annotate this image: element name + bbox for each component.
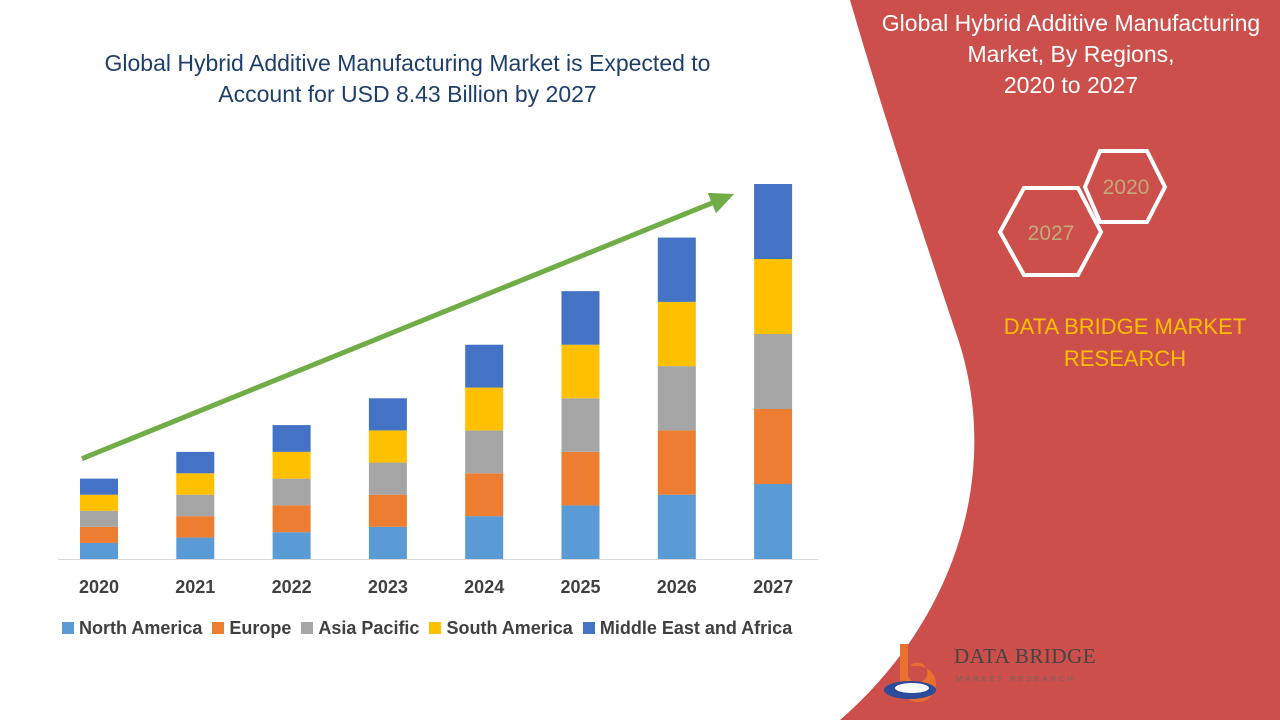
bar-segment-2025-middle-east-and-africa xyxy=(561,291,600,345)
legend-item-middle-east-and-africa: Middle East and Africa xyxy=(582,617,793,639)
stacked-bar-chart: 2020 2021 2022 2023 2024 2025 2026 2027 xyxy=(58,184,818,597)
bar-segment-2020-north-america xyxy=(80,542,118,559)
legend-label: South America xyxy=(446,617,573,638)
legend-label: Asia Pacific xyxy=(318,617,420,638)
hexagon-2020-label: 2020 xyxy=(1103,176,1150,199)
chart-title-line1: Global Hybrid Additive Manufacturing Mar… xyxy=(104,50,711,76)
bar-segment-2020-middle-east-and-africa xyxy=(80,478,118,495)
legend-swatch xyxy=(301,622,314,634)
bar-segment-2025-south-america xyxy=(561,344,600,399)
data-bridge-b-logo-icon xyxy=(884,644,936,702)
x-tick-label: 2026 xyxy=(657,577,697,597)
trend-arrow-line xyxy=(81,198,719,461)
bar-segment-2027-south-america xyxy=(754,259,793,334)
bar-segment-2026-asia-pacific xyxy=(657,366,696,431)
bar-segment-2027-asia-pacific xyxy=(754,334,793,409)
bar-segment-2020-south-america xyxy=(80,494,118,511)
panel-title-line1: Global Hybrid Additive Manufacturing xyxy=(881,10,1261,36)
bar-segment-2024-south-america xyxy=(465,387,504,431)
bar-segment-2027-europe xyxy=(754,409,793,484)
bar-segment-2026-europe xyxy=(657,430,696,495)
brand-text-line1: DATA BRIDGE MARKET xyxy=(1003,314,1247,339)
bar-segment-2021-north-america xyxy=(176,537,215,559)
legend-swatch xyxy=(582,622,595,634)
trend-arrow-head-icon xyxy=(707,192,735,214)
bar-segment-2025-north-america xyxy=(561,505,600,559)
bar-segment-2022-asia-pacific xyxy=(272,478,311,506)
legend-item-asia-pacific: Asia Pacific xyxy=(301,618,419,639)
bar-segment-2025-asia-pacific xyxy=(561,398,600,452)
legend-label: North America xyxy=(79,617,203,638)
bar-segment-2023-north-america xyxy=(368,526,407,559)
bar-segment-2020-europe xyxy=(80,526,118,543)
bar-segment-2023-asia-pacific xyxy=(368,462,407,495)
legend-item-europe: Europe xyxy=(212,618,291,639)
bar-segment-2022-middle-east-and-africa xyxy=(272,425,311,452)
legend-label: Europe xyxy=(229,617,292,638)
bar-segment-2024-asia-pacific xyxy=(465,430,504,474)
hexagon-2020-icon xyxy=(1082,149,1168,224)
bar-segment-2023-middle-east-and-africa xyxy=(368,398,407,431)
bar-segment-2026-north-america xyxy=(657,494,696,559)
legend-label: Middle East and Africa xyxy=(599,617,793,638)
x-tick-label: 2020 xyxy=(79,577,119,597)
panel-title-line2: Market, By Regions, xyxy=(967,41,1175,67)
bar-segment-2021-asia-pacific xyxy=(176,494,215,517)
legend-swatch xyxy=(62,622,74,634)
bar-segment-2022-north-america xyxy=(272,532,311,559)
panel-title: Global Hybrid Additive Manufacturing Mar… xyxy=(862,8,1280,101)
chart-title-line2: Account for USD 8.43 Billion by 2027 xyxy=(218,81,597,107)
chart-plot-area: 2020 2021 2022 2023 2024 2025 2026 2027 xyxy=(58,184,818,597)
hexagon-2027-icon xyxy=(997,186,1104,277)
bar-segment-2022-europe xyxy=(272,505,311,533)
legend-swatch xyxy=(212,622,225,634)
bar-segment-2023-europe xyxy=(368,494,407,527)
legend-item-south-america: South America xyxy=(429,617,573,639)
bar-segment-2024-europe xyxy=(465,473,504,517)
hexagon-2027-label: 2027 xyxy=(1028,222,1075,245)
bar-segment-2021-middle-east-and-africa xyxy=(176,451,215,474)
x-tick-label: 2025 xyxy=(560,577,600,597)
bar-segment-2027-north-america xyxy=(754,484,793,559)
x-tick-label: 2023 xyxy=(368,577,408,597)
x-tick-label: 2022 xyxy=(272,577,312,597)
bar-segment-2022-south-america xyxy=(272,451,311,479)
x-tick-label: 2021 xyxy=(175,577,215,597)
logo-name: DATA BRIDGE xyxy=(954,644,1097,668)
bar-segment-2023-south-america xyxy=(368,430,407,463)
legend-swatch xyxy=(429,622,442,634)
bar-segment-2020-asia-pacific xyxy=(80,510,118,527)
logo-subtitle: MARKET RESEARCH xyxy=(956,674,1076,683)
x-tick-label: 2024 xyxy=(464,577,504,597)
bar-segment-2021-europe xyxy=(176,516,215,538)
chart-legend: North America Europe Asia Pacific South Ame… xyxy=(62,616,802,640)
x-tick-label: 2027 xyxy=(753,577,793,597)
panel-title-line3: 2020 to 2027 xyxy=(1003,72,1139,98)
brand-text: DATA BRIDGE MARKET RESEARCH xyxy=(980,311,1270,375)
brand-text-line2: RESEARCH xyxy=(1063,346,1187,371)
legend-item-north-america: North America xyxy=(62,618,202,639)
bar-segment-2027-middle-east-and-africa xyxy=(754,184,793,259)
bar-segment-2021-south-america xyxy=(176,473,215,495)
bar-segment-2026-south-america xyxy=(657,301,696,367)
bar-segment-2024-north-america xyxy=(465,516,504,559)
chart-title: Global Hybrid Additive Manufacturing Mar… xyxy=(40,48,775,110)
bar-segment-2024-middle-east-and-africa xyxy=(465,344,504,388)
bar-segment-2025-europe xyxy=(561,451,600,506)
data-bridge-logo: DATA BRIDGE MARKET RESEARCH xyxy=(880,638,1110,708)
bar-segment-2026-middle-east-and-africa xyxy=(657,237,696,302)
